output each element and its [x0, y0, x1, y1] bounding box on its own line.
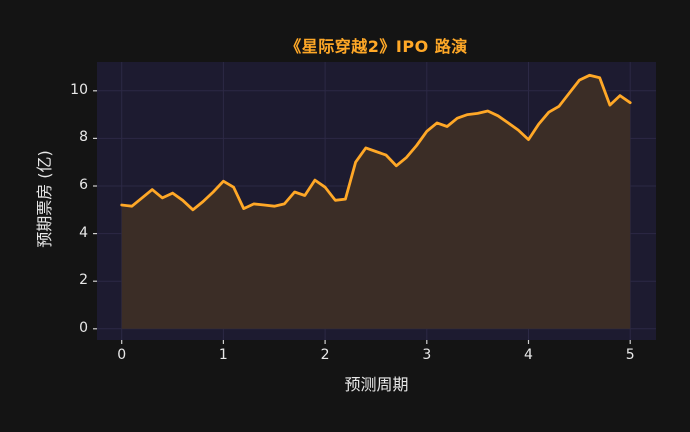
y-tick-label: 10 — [70, 81, 88, 98]
x-tick-label: 3 — [422, 347, 432, 363]
y-tick-label: 0 — [79, 319, 88, 336]
y-axis-label: 预期票房 (亿) — [35, 150, 54, 248]
y-tick-label: 6 — [79, 177, 88, 193]
x-tick-label: 4 — [524, 347, 533, 363]
x-tick-label: 1 — [218, 347, 228, 363]
x-axis-label: 预测周期 — [344, 375, 409, 394]
y-tick-label: 8 — [79, 129, 88, 146]
x-tick-label: 5 — [625, 347, 635, 363]
x-tick-label: 2 — [320, 347, 330, 363]
forecast-line — [120, 73, 632, 212]
chart-title: 《星际穿越2》IPO 路演 — [285, 37, 468, 56]
area-fill — [121, 75, 631, 329]
y-tick-label: 4 — [79, 224, 88, 241]
x-tick-label: 0 — [117, 347, 127, 363]
y-tick-label: 2 — [79, 272, 88, 289]
